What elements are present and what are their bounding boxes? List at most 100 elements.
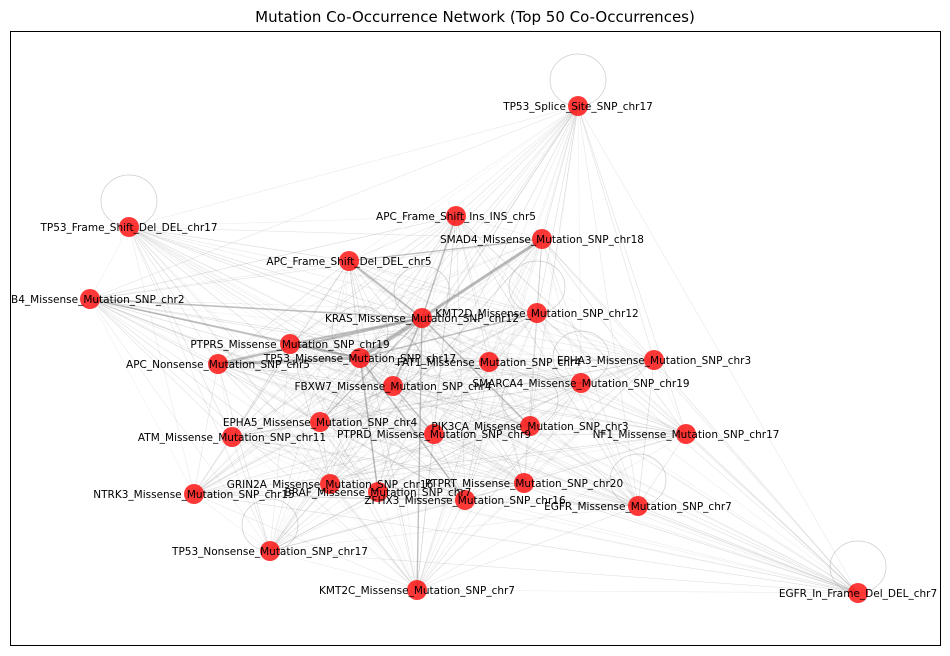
edge [319, 260, 350, 423]
edge [217, 363, 271, 552]
edge [416, 312, 538, 591]
edge [128, 226, 531, 427]
node-label: SMAD4_Missense_Mutation_SNP_chr18 [440, 234, 644, 246]
edge [193, 421, 321, 495]
edge [541, 238, 687, 435]
edge [269, 505, 639, 552]
edge [577, 105, 687, 435]
edge [536, 312, 639, 507]
edge [231, 436, 859, 594]
edge [541, 238, 859, 594]
edge [416, 361, 490, 591]
node [184, 484, 204, 504]
node-label: BRAF_Missense_Mutation_SNP_chr7 [285, 487, 472, 499]
edge [359, 357, 687, 435]
edge [319, 421, 525, 484]
edge [416, 382, 582, 591]
node-label: PIK3CA_Missense_Mutation_SNP_chr3 [431, 421, 628, 433]
node [532, 229, 552, 249]
edge [577, 105, 655, 361]
edge [348, 105, 579, 262]
edge [269, 260, 350, 552]
edge [421, 317, 525, 484]
edge [329, 260, 350, 485]
node [407, 580, 427, 600]
edge [329, 382, 582, 485]
edge [529, 425, 687, 435]
node [848, 583, 868, 603]
edge [319, 382, 582, 423]
edge [529, 425, 859, 594]
edge [89, 298, 639, 507]
edge [269, 550, 859, 594]
strong-edge [421, 237, 543, 320]
edge [464, 482, 525, 501]
edge [433, 433, 859, 594]
strong-edge [89, 298, 423, 319]
edge [319, 421, 639, 507]
edge [128, 226, 538, 314]
edge [464, 359, 655, 501]
edge [464, 312, 538, 501]
edge [319, 421, 687, 435]
edge [637, 433, 687, 507]
edge [653, 359, 687, 435]
node-label: APC_Nonsense_Mutation_SNP_chr5 [126, 359, 310, 371]
node [383, 376, 403, 396]
edge [269, 491, 379, 552]
edge [464, 499, 639, 507]
edge [289, 105, 579, 345]
label-layer: TP53_Splice_Site_SNP_chr17 TP53_Frame_Shi… [11, 101, 937, 600]
edge [231, 385, 394, 438]
edge [89, 298, 418, 591]
edge [433, 361, 490, 435]
edge [193, 317, 423, 495]
edge [329, 385, 394, 485]
edge [392, 385, 418, 591]
edge [488, 361, 639, 507]
edge [392, 385, 525, 484]
edge [89, 298, 538, 314]
edge [455, 215, 466, 501]
edge [329, 105, 579, 485]
edge [541, 238, 655, 361]
edge [377, 491, 418, 591]
edge [269, 357, 361, 552]
edge [433, 433, 639, 507]
edge [377, 425, 531, 493]
edge [523, 433, 687, 484]
edge [217, 363, 321, 423]
edge [231, 436, 271, 552]
edge [523, 382, 582, 484]
edge [455, 215, 687, 435]
node-label: KMT2D_Missense_Mutation_SNP_chr12 [435, 308, 638, 320]
edge [455, 215, 859, 594]
edge [392, 385, 859, 594]
node-label: PTPRD_Missense_Mutation_SNP_chr9 [337, 429, 531, 441]
edge [89, 226, 130, 300]
edge [319, 421, 379, 493]
edge [231, 433, 687, 438]
edge [128, 226, 195, 495]
edge [89, 298, 379, 493]
edge [128, 226, 582, 384]
edge [433, 238, 543, 435]
edge [464, 361, 490, 501]
node [412, 308, 432, 328]
edge [319, 421, 859, 594]
edge [377, 482, 525, 493]
edge [269, 482, 525, 552]
edge [433, 312, 538, 435]
node [222, 427, 242, 447]
edge [637, 359, 655, 507]
edge [464, 382, 582, 501]
edge [359, 357, 582, 384]
edge [455, 215, 538, 314]
edge [488, 361, 525, 484]
edge [416, 505, 639, 591]
edge [231, 433, 435, 438]
node [527, 303, 547, 323]
edge [577, 105, 639, 507]
strong-edge [392, 317, 423, 387]
edge [128, 226, 321, 423]
